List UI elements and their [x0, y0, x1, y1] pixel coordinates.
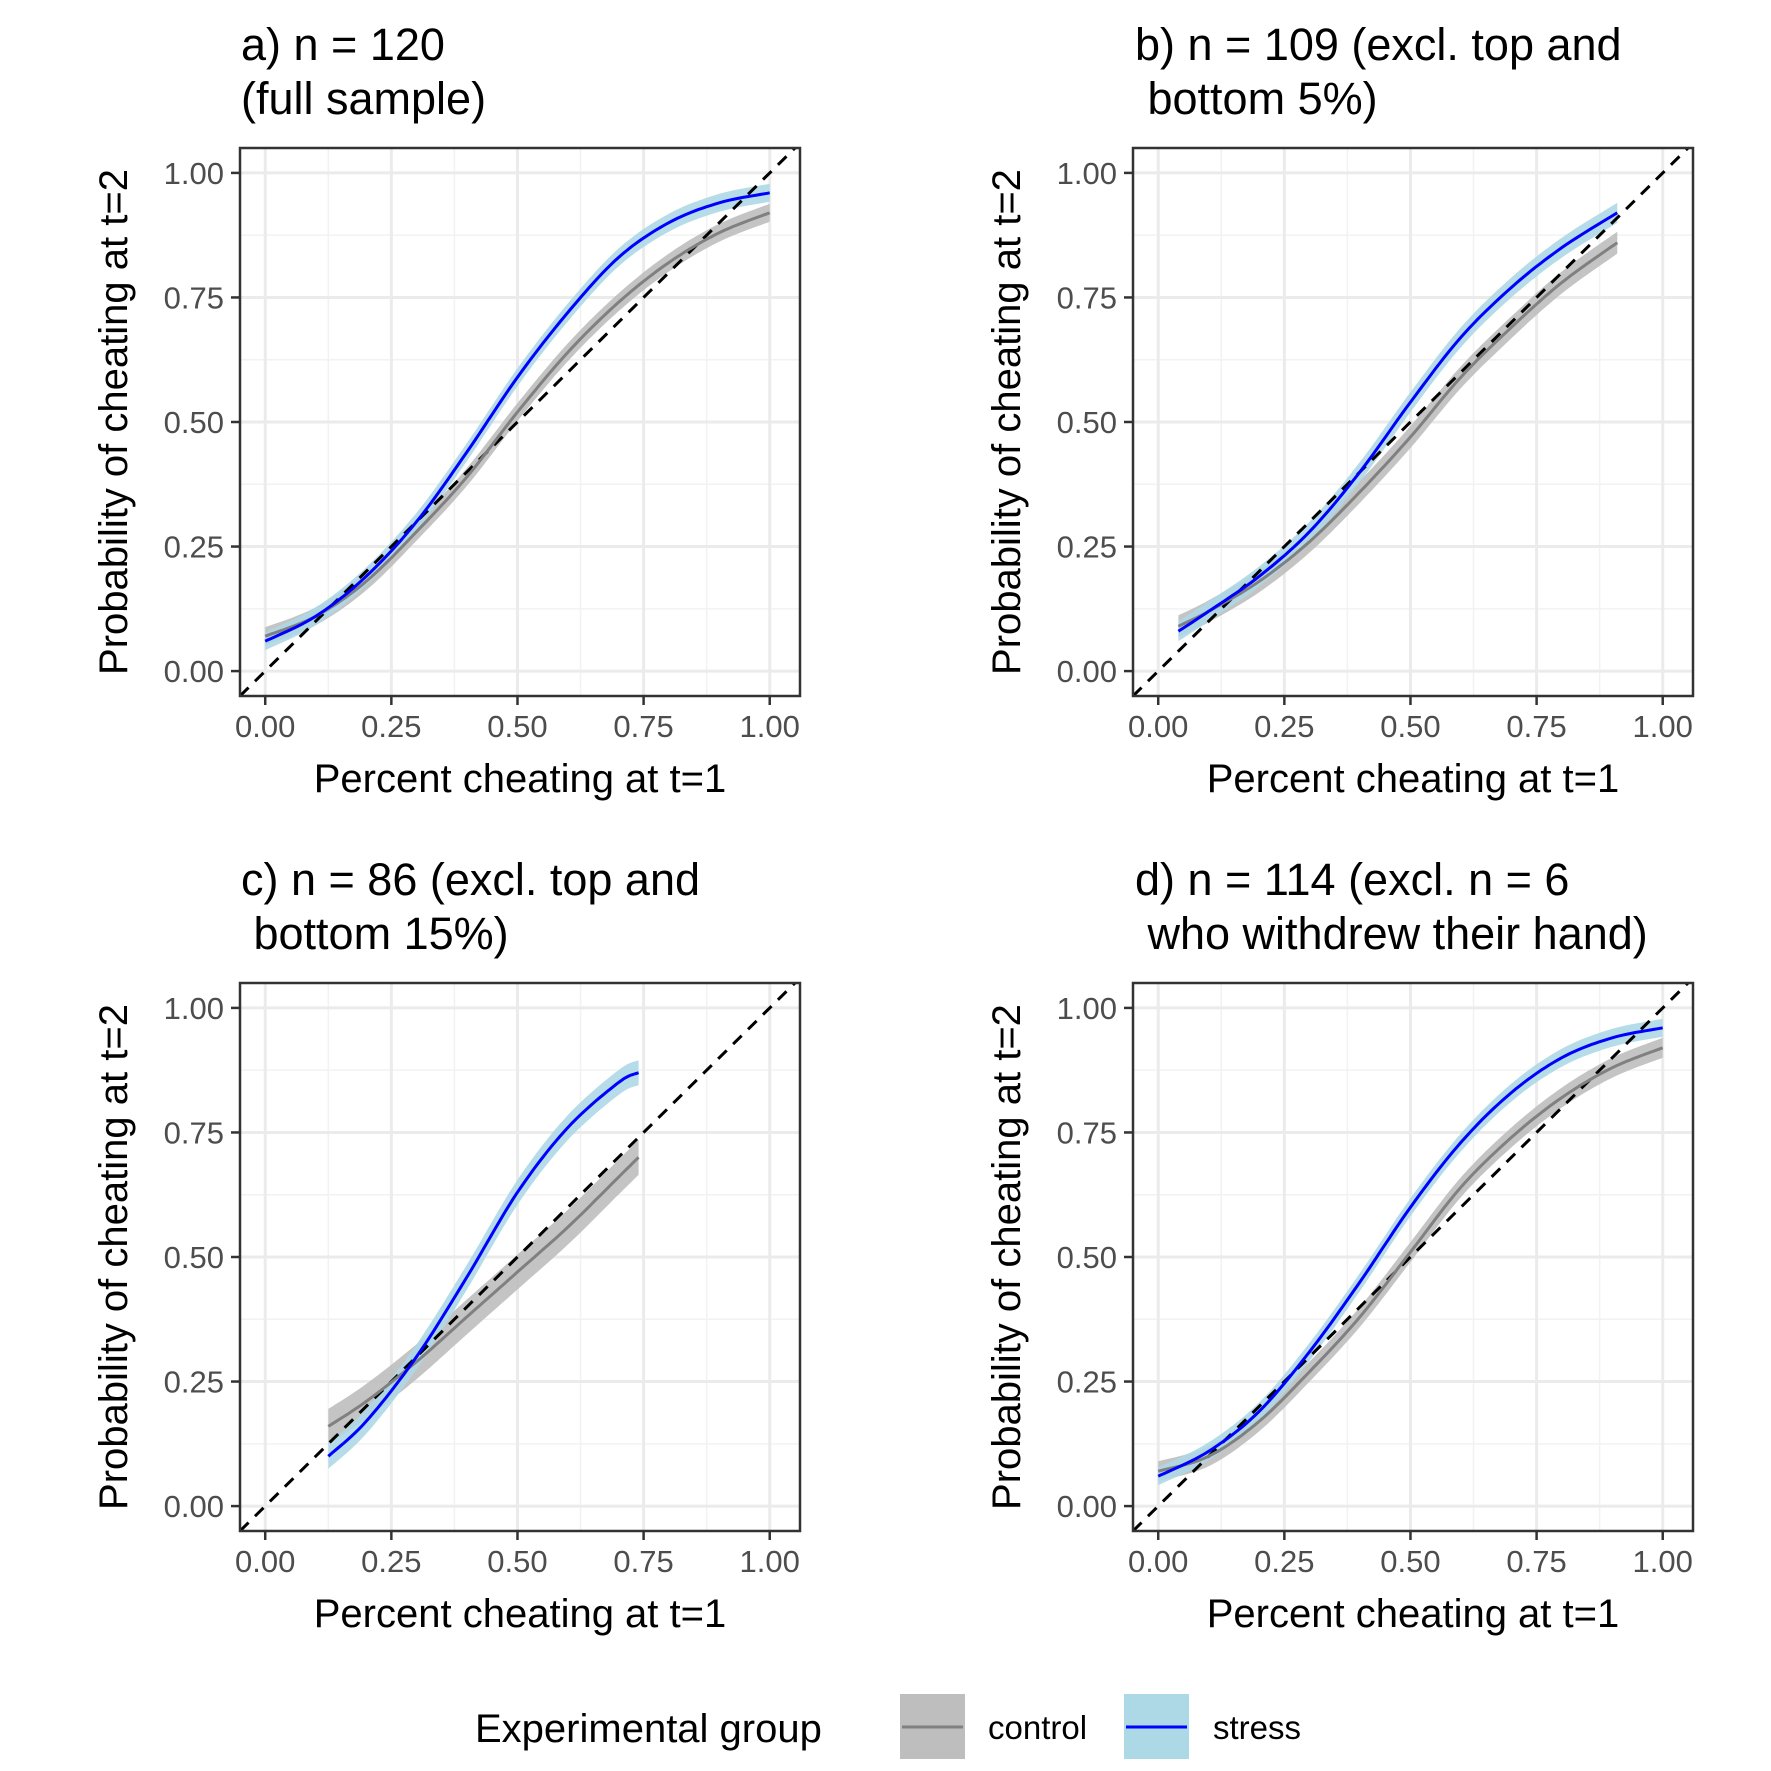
y-tick-label: 0.50 [164, 405, 224, 440]
y-tick-label: 1.00 [1057, 991, 1117, 1026]
y-axis-title: Probability of cheating at t=2 [92, 169, 136, 675]
y-axis-title: Probability of cheating at t=2 [985, 169, 1029, 675]
panel-title: a) n = 120 (full sample) [241, 19, 486, 124]
confidence-band-control [1158, 1037, 1663, 1482]
x-tick-label: 0.75 [1506, 1544, 1566, 1579]
chart-panel-a: 0.00 0.00 0.25 0.25 0.50 0.50 0.75 0.75 1.00 1.00… [92, 19, 802, 801]
x-tick-label: 0.75 [1506, 709, 1566, 744]
plot-data [240, 148, 797, 696]
x-axis-title: Percent cheating at t=1 [314, 1592, 727, 1636]
x-tick-label: 0.25 [361, 1544, 421, 1579]
y-tick-label: 0.25 [164, 530, 224, 565]
y-tick-label: 1.00 [164, 991, 224, 1026]
legend-title: Experimental group [475, 1707, 822, 1751]
panel-title: d) n = 114 (excl. n = 6 who withdrew the… [1135, 854, 1648, 959]
chart-panel-c: 0.00 0.00 0.25 0.25 0.50 0.50 0.75 0.75 1.00 1.00… [92, 854, 802, 1636]
chart-panel-d: 0.00 0.00 0.25 0.25 0.50 0.50 0.75 0.75 1.00 1.00… [985, 854, 1695, 1636]
x-tick-label: 0.25 [1254, 709, 1314, 744]
panel-title: b) n = 109 (excl. top and bottom 5%) [1135, 19, 1622, 124]
reference-diagonal [1133, 148, 1690, 696]
x-tick-label: 1.00 [740, 709, 800, 744]
x-tick-label: 0.25 [361, 709, 421, 744]
x-tick-label: 0.00 [1128, 1544, 1188, 1579]
series-line-stress [264, 191, 771, 643]
y-tick-label: 0.25 [164, 1365, 224, 1400]
legend-label-stress: stress [1213, 1709, 1301, 1746]
x-tick-label: 0.00 [235, 1544, 295, 1579]
y-axis-title: Probability of cheating at t=2 [92, 1004, 136, 1510]
x-tick-label: 0.75 [613, 709, 673, 744]
series-line-control [327, 1156, 640, 1428]
x-tick-label: 0.25 [1254, 1544, 1314, 1579]
x-tick-label: 0.75 [613, 1544, 673, 1579]
x-axis-title: Percent cheating at t=1 [314, 757, 727, 801]
series-line-control [264, 211, 771, 638]
y-tick-label: 0.50 [1057, 405, 1117, 440]
y-tick-label: 0.75 [1057, 1115, 1117, 1150]
x-tick-label: 0.50 [1380, 1544, 1440, 1579]
series-line-stress [1157, 1026, 1664, 1478]
y-tick-label: 0.00 [1057, 1489, 1117, 1524]
x-tick-label: 0.50 [1380, 709, 1440, 744]
x-tick-label: 1.00 [740, 1544, 800, 1579]
x-axis-title: Percent cheating at t=1 [1207, 1592, 1620, 1636]
y-tick-label: 0.25 [1057, 1365, 1117, 1400]
y-tick-label: 0.75 [164, 1115, 224, 1150]
plot-data [1133, 148, 1690, 696]
y-tick-label: 0.00 [1057, 654, 1117, 689]
plot-data [240, 983, 797, 1531]
y-axis-title: Probability of cheating at t=2 [985, 1004, 1029, 1510]
reference-diagonal [240, 983, 797, 1531]
x-tick-label: 0.50 [487, 1544, 547, 1579]
plot-data [1133, 983, 1690, 1531]
x-tick-label: 0.00 [235, 709, 295, 744]
series-line-control [1157, 1046, 1664, 1473]
y-tick-label: 0.75 [164, 280, 224, 315]
x-tick-label: 1.00 [1633, 709, 1693, 744]
confidence-band-control [1178, 231, 1618, 638]
x-tick-label: 0.00 [1128, 709, 1188, 744]
series-line-stress [1177, 211, 1619, 633]
legend-label-control: control [988, 1709, 1087, 1746]
y-tick-label: 0.75 [1057, 280, 1117, 315]
y-tick-label: 0.00 [164, 1489, 224, 1524]
y-tick-label: 0.25 [1057, 530, 1117, 565]
y-tick-label: 1.00 [1057, 156, 1117, 191]
chart-panels: 0.00 0.00 0.25 0.25 0.50 0.50 0.75 0.75 1.00 1.00… [92, 19, 1695, 1636]
x-axis-title: Percent cheating at t=1 [1207, 757, 1620, 801]
series-line-stress [327, 1071, 640, 1458]
x-tick-label: 1.00 [1633, 1544, 1693, 1579]
series-line-control [1177, 241, 1619, 628]
legend: Experimental group control stress [475, 1694, 1301, 1759]
y-tick-label: 0.00 [164, 654, 224, 689]
chart-panel-b: 0.00 0.00 0.25 0.25 0.50 0.50 0.75 0.75 1.00 1.00… [985, 19, 1695, 801]
y-tick-label: 0.50 [164, 1240, 224, 1275]
y-tick-label: 0.50 [1057, 1240, 1117, 1275]
y-tick-label: 1.00 [164, 156, 224, 191]
x-tick-label: 0.50 [487, 709, 547, 744]
panel-title: c) n = 86 (excl. top and bottom 15%) [241, 854, 700, 959]
